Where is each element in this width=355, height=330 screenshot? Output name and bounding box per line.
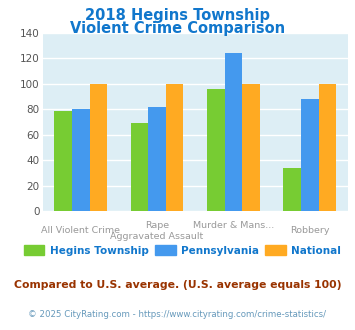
Bar xyxy=(72,109,89,211)
Text: Violent Crime Comparison: Violent Crime Comparison xyxy=(70,21,285,36)
Text: Rape: Rape xyxy=(145,221,169,230)
Bar xyxy=(283,168,301,211)
Bar xyxy=(89,84,107,211)
Bar xyxy=(54,111,72,211)
Bar xyxy=(225,53,242,211)
Bar xyxy=(318,84,336,211)
Text: Compared to U.S. average. (U.S. average equals 100): Compared to U.S. average. (U.S. average … xyxy=(14,280,341,290)
Text: All Violent Crime: All Violent Crime xyxy=(41,226,120,236)
Bar xyxy=(166,84,184,211)
Bar xyxy=(148,107,166,211)
Text: © 2025 CityRating.com - https://www.cityrating.com/crime-statistics/: © 2025 CityRating.com - https://www.city… xyxy=(28,310,327,319)
Legend: Hegins Township, Pennsylvania, National: Hegins Township, Pennsylvania, National xyxy=(20,241,345,260)
Bar xyxy=(131,123,148,211)
Text: Robbery: Robbery xyxy=(290,226,329,236)
Text: Aggravated Assault: Aggravated Assault xyxy=(110,232,204,241)
Bar xyxy=(301,99,318,211)
Bar xyxy=(207,89,225,211)
Text: Murder & Mans...: Murder & Mans... xyxy=(193,221,274,230)
Bar xyxy=(242,84,260,211)
Text: 2018 Hegins Township: 2018 Hegins Township xyxy=(85,8,270,23)
